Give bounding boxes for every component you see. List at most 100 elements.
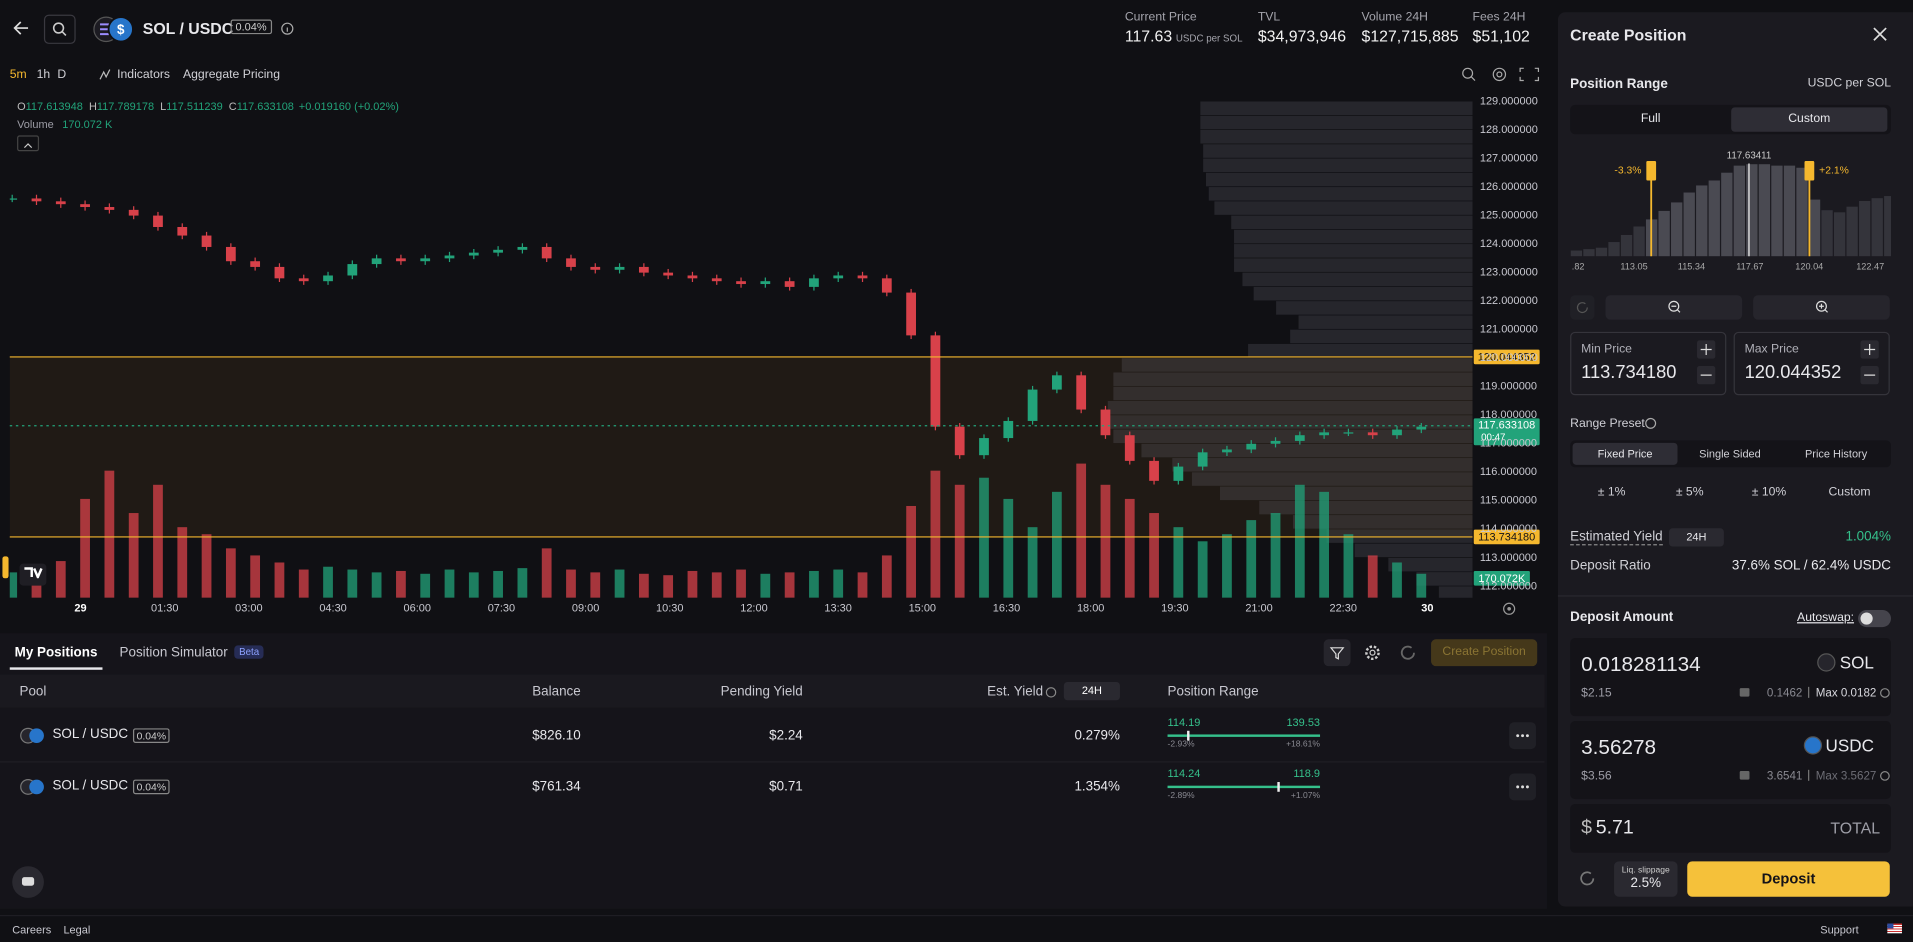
candle-body — [881, 278, 892, 293]
footer-legal[interactable]: Legal — [63, 923, 91, 936]
pool-logo — [20, 778, 44, 795]
filter-button[interactable] — [1323, 639, 1351, 667]
token-balance: 0.1462 Max 0.0182 — [1708, 686, 1877, 701]
collapse-button[interactable] — [17, 135, 40, 152]
chart-tools[interactable] — [1460, 66, 1545, 83]
min-stepper[interactable] — [1696, 339, 1718, 388]
interval[interactable]: D — [57, 68, 67, 82]
volume-bar — [979, 477, 989, 598]
info-icon[interactable] — [281, 22, 294, 35]
candle-body — [541, 246, 552, 259]
volume-bar — [711, 572, 722, 598]
candle-body — [323, 275, 333, 282]
deposit-title: Deposit Amount — [1570, 610, 1674, 625]
volume-bar — [1294, 484, 1305, 598]
ohlc-value: 117.633108 — [236, 100, 294, 113]
max-price-label: Max Price — [1744, 342, 1799, 357]
tab-my-positions[interactable]: My Positions — [14, 645, 98, 661]
footer-support[interactable]: Support — [1820, 923, 1859, 936]
token-amount[interactable]: 3.56278 — [1581, 735, 1657, 759]
unit-toggle[interactable]: USDC per SOL — [1807, 76, 1891, 91]
token-amount[interactable]: 0.018281134 — [1581, 652, 1701, 676]
y-tick-label: 126.000000 — [1480, 181, 1538, 193]
back-button[interactable] — [13, 20, 30, 37]
dot — [1525, 785, 1529, 789]
candle-body — [857, 275, 868, 279]
max-price-value[interactable]: 120.044352 — [1744, 362, 1842, 384]
min-price-value[interactable]: 113.734180 — [1581, 362, 1677, 384]
liquidity-bar — [1833, 212, 1846, 257]
preset-fixed[interactable]: Fixed Price — [1572, 442, 1678, 465]
range-title: Position Range — [1570, 76, 1668, 92]
info-icon — [1880, 771, 1890, 781]
candle-body — [906, 292, 916, 336]
interval[interactable]: 5m — [9, 68, 27, 82]
zoom-out[interactable] — [1605, 295, 1743, 320]
range-marker — [1277, 782, 1280, 792]
refresh-button[interactable] — [1398, 643, 1418, 663]
search-button[interactable] — [43, 14, 76, 44]
indicators[interactable]: Indicators — [117, 68, 171, 82]
y-tick-label: 119.000000 — [1480, 381, 1537, 393]
range-label-bg — [1473, 349, 1540, 365]
pct-preset[interactable]: ± 1% — [1597, 485, 1626, 499]
volume-bar — [1100, 484, 1111, 598]
settings-icon[interactable] — [1502, 601, 1517, 616]
gear-button[interactable] — [1363, 643, 1383, 663]
period-select[interactable]: 24H — [1063, 681, 1120, 701]
volume-bar — [906, 505, 916, 598]
max-value[interactable]: Max 0.0182 — [1815, 686, 1877, 701]
zoom-in[interactable] — [1753, 295, 1890, 320]
deposit-button[interactable]: Deposit — [1687, 861, 1890, 897]
liquidity-bar — [1205, 172, 1473, 187]
x-tick-label: 09:00 — [572, 603, 599, 615]
interval[interactable]: 1h — [36, 68, 51, 82]
x-tick-label: 117.67 — [1736, 262, 1763, 272]
volume-label: 170.072K — [1478, 573, 1526, 585]
candle-body — [493, 249, 503, 253]
pct-preset[interactable]: ± 10% — [1751, 485, 1787, 499]
stat-label: Current Price — [1124, 10, 1197, 25]
row-menu[interactable] — [1509, 773, 1536, 801]
candle-body — [1149, 460, 1159, 481]
token-symbol: SOL — [1839, 652, 1874, 673]
volume-legend-value: 170.072 K — [62, 118, 113, 131]
preset-history[interactable]: Price History — [1804, 447, 1868, 460]
preset-single[interactable]: Single Sided — [1699, 447, 1761, 460]
pct-preset[interactable]: Custom — [1828, 485, 1871, 499]
volume-bar — [274, 562, 285, 598]
reset-button[interactable] — [1570, 295, 1595, 320]
volume-bar — [954, 484, 965, 598]
max-stepper[interactable] — [1859, 339, 1881, 388]
volume-bar — [1051, 491, 1062, 598]
pct-preset[interactable]: ± 5% — [1675, 485, 1704, 499]
liquidity-bar — [1231, 215, 1473, 230]
max-value[interactable]: Max 3.5627 — [1815, 769, 1877, 784]
autoswap-switch[interactable] — [1858, 610, 1891, 628]
aggregate-pricing[interactable]: Aggregate Pricing — [183, 68, 280, 82]
wallet-icon — [1739, 771, 1750, 780]
chat-button[interactable] — [12, 866, 44, 898]
candle-body — [31, 198, 42, 202]
min-price-box[interactable] — [1570, 331, 1727, 396]
mode-custom[interactable]: Custom — [1731, 107, 1888, 132]
slippage-button[interactable]: Liq. slippage 2.5% — [1614, 861, 1678, 897]
row-menu[interactable] — [1509, 722, 1536, 750]
liquidity-bar — [1234, 244, 1473, 258]
yield-period[interactable]: 24H — [1668, 528, 1724, 547]
liquidity-bar — [1298, 315, 1473, 329]
ohlc-key: C — [228, 100, 237, 113]
flag[interactable] — [1887, 923, 1902, 934]
footer-careers[interactable]: Careers — [12, 923, 52, 936]
candle-body — [687, 275, 698, 279]
tab-position-simulator[interactable]: Position Simulator — [119, 645, 228, 661]
max-price-box[interactable] — [1733, 331, 1890, 396]
create-position-button[interactable]: Create Position — [1431, 639, 1538, 667]
mode-full[interactable]: Full — [1640, 112, 1661, 126]
stat: Fees 24H $51,102 — [1473, 11, 1530, 45]
y-tick-label: 121.000000 — [1480, 324, 1538, 336]
yield-label: Estimated Yield — [1570, 529, 1663, 546]
close-button[interactable] — [1873, 27, 1888, 42]
range-handle[interactable] — [2, 556, 9, 579]
tv-logo — [19, 563, 47, 586]
